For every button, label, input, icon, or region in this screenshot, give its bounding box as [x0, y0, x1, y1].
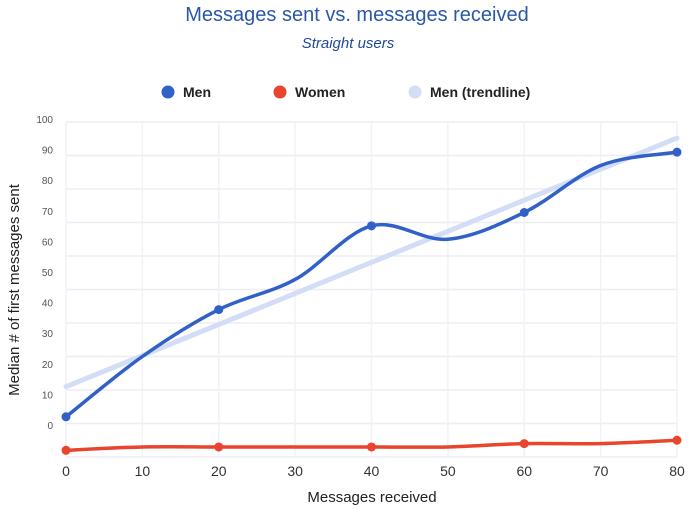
data-point[interactable]	[672, 147, 682, 157]
x-tick-label: 50	[440, 463, 456, 479]
x-tick-label: 70	[593, 463, 609, 479]
y-tick-label: 60	[42, 237, 54, 248]
legend-label: Men	[183, 84, 211, 100]
x-tick-label: 40	[364, 463, 380, 479]
chart-subtitle: Straight users	[302, 35, 395, 52]
legend-marker-icon	[273, 85, 287, 99]
data-point[interactable]	[367, 442, 376, 452]
x-axis-title: Messages received	[307, 489, 436, 506]
y-tick-label: 90	[42, 146, 54, 157]
legend: Men Women Men (trendline)	[161, 84, 531, 100]
y-tick-label: 0	[47, 421, 53, 432]
legend-marker-icon	[161, 85, 175, 99]
y-tick-label: 100	[36, 115, 53, 126]
chart-title: Messages sent vs. messages received	[185, 4, 529, 26]
y-axis-ticks: 0 10 20 30 40 50 60 70 80 90 100	[36, 115, 53, 432]
x-tick-label: 30	[287, 463, 303, 479]
y-axis-title: Median # of first messages sent	[6, 183, 23, 396]
y-tick-label: 20	[42, 360, 54, 371]
y-tick-label: 70	[42, 207, 54, 218]
legend-label: Men (trendline)	[430, 84, 530, 100]
data-point[interactable]	[519, 439, 529, 449]
y-tick-label: 80	[42, 176, 54, 187]
legend-item[interactable]: Men	[161, 84, 212, 100]
data-point[interactable]	[214, 305, 224, 315]
y-tick-label: 10	[42, 390, 54, 401]
grid	[65, 121, 678, 458]
x-axis-ticks: 0 10 20 30 40 50 60 70 80	[62, 463, 685, 479]
x-tick-label: 0	[62, 463, 70, 479]
legend-item[interactable]: Women	[273, 84, 346, 100]
data-point[interactable]	[519, 207, 529, 217]
data-point[interactable]	[367, 221, 376, 231]
y-tick-label: 50	[42, 268, 54, 279]
data-point[interactable]	[214, 442, 224, 452]
x-tick-label: 10	[135, 463, 151, 479]
legend-label: Women	[295, 84, 345, 100]
y-tick-label: 30	[42, 329, 54, 340]
x-tick-label: 80	[669, 463, 685, 479]
series-lines	[61, 135, 682, 455]
x-tick-label: 20	[211, 463, 227, 479]
y-tick-label: 40	[42, 299, 54, 310]
legend-marker-icon	[408, 85, 422, 99]
legend-item[interactable]: Men (trendline)	[408, 84, 531, 100]
x-tick-label: 60	[516, 463, 532, 479]
data-point[interactable]	[672, 435, 682, 445]
data-point[interactable]	[61, 412, 71, 422]
data-point[interactable]	[61, 445, 71, 455]
